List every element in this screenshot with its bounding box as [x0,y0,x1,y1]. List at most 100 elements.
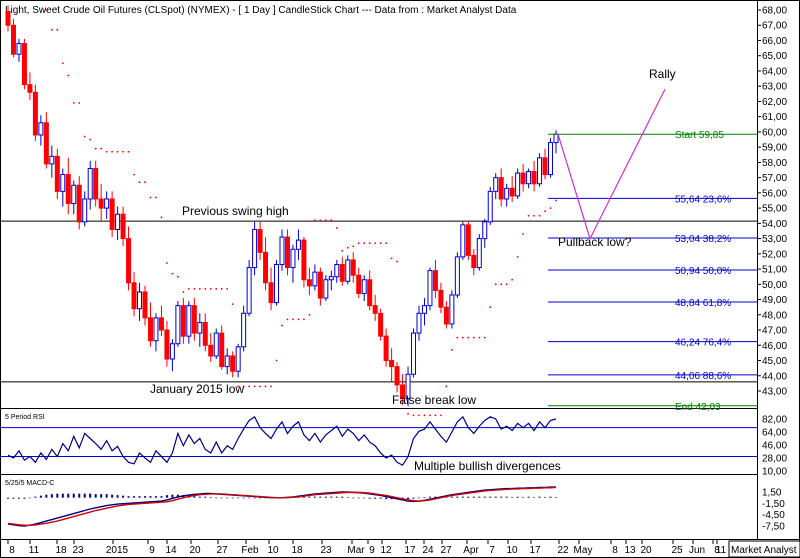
macd-hist-bar [83,493,86,498]
candle-body [449,294,455,325]
macd-hist-bar [472,496,475,498]
sar-dot [204,287,207,290]
x-tick-label: 7 [489,545,495,556]
x-tick-label: 17 [529,545,541,556]
candle-body [82,198,88,223]
sar-dot [324,219,327,222]
sar-dot [330,219,333,222]
candle-body [361,279,367,294]
macd-hist-bar [368,497,371,499]
candle-body [142,291,148,319]
macd-hist-bar [116,495,119,498]
sar-dot [478,336,481,339]
macd-hist-bar [500,496,503,498]
macd-hist-bar [215,497,218,499]
sar-dot [341,249,344,252]
sar-dot [209,287,212,290]
macd-hist-bar [461,496,464,498]
candle-body [235,346,241,372]
sar-dot [385,242,388,245]
price-tick-label: 66,00 [762,36,787,47]
price-tick-label: 61,00 [762,112,787,123]
macd-panel-title: 5/25/5 MACD-C [5,480,54,487]
annotation-false-break-low: False break low [392,393,476,407]
sar-dot [286,318,289,321]
macd-hist-bar [149,496,152,498]
candle-body [202,321,208,346]
candle-body [416,312,422,334]
price-tick-label: 54,00 [762,219,787,230]
sar-dot [390,257,393,260]
sar-dot [226,287,229,290]
candle-body [263,251,269,284]
x-tick-label: 10 [506,545,518,556]
sar-dot [111,150,114,153]
x-tick-label: 14 [165,545,177,556]
macd-hist-bar [478,496,481,498]
macd-hist-bar [313,496,316,498]
candle-body [548,142,554,176]
rsi-tick-label: 46,00 [762,441,787,452]
fib-level-label: 50,94 50,0% [675,266,731,277]
sar-dot [357,242,360,245]
sar-dot [215,287,218,290]
candle-body [537,157,543,185]
sar-dot [176,275,179,278]
macd-tick-label: -1,50 [762,499,785,510]
candle-body [454,256,460,296]
sar-dot [363,242,366,245]
price-tick-label: 47,00 [762,326,787,337]
x-tick-label: Apr [463,545,479,556]
sar-dot [303,318,305,321]
sar-dot [511,278,514,281]
price-tick-label: 59,00 [762,143,787,154]
x-tick-label: 23 [320,545,332,556]
sar-dot [335,227,338,229]
candle-body [147,317,153,342]
macd-hist-bar [89,493,92,498]
candle-body [104,198,110,209]
fib-level-label: 48,84 61,8% [675,298,731,309]
candle-body [230,355,236,372]
x-tick-label: 24 [422,545,434,556]
x-tick-label: 17 [404,545,416,556]
candle-body [553,133,559,144]
macd-hist-bar [374,497,377,499]
price-tick-label: 67,00 [762,21,787,32]
sar-dot [67,74,70,77]
rsi-axis: 82,00 64,00 46,00 28,00 10,00 [762,415,787,478]
macd-signal-line [7,486,557,526]
x-tick-label: 8 [714,545,720,556]
candle-body [460,224,466,258]
sar-dot [78,102,81,104]
candle-body [509,187,515,197]
x-tick-label: 11 [716,545,727,556]
macd-hist-bar [28,497,31,499]
candle-body [526,171,532,185]
macd-hist-bar [511,497,514,498]
candle-body [27,84,33,93]
projection-path [557,88,666,241]
sar-dot [500,283,503,286]
sar-dot [450,348,453,351]
macd-hist-bar [489,496,492,498]
macd-hist-bar [34,496,37,498]
macd-hist-bar [324,496,327,498]
macd-hist-bar [527,496,530,498]
candle-body [164,329,170,360]
price-tick-label: 53,00 [762,234,787,245]
macd-tick-label: 1,50 [762,488,782,499]
x-tick-label: 18 [55,545,67,556]
macd-hist-bar [522,497,525,498]
macd-hist-bar [352,497,355,499]
sar-dot [83,135,86,138]
macd-hist-bar [549,496,552,498]
macd-hist-bar [17,497,20,499]
macd-hist-bar [335,496,338,498]
macd-hist-bar [50,494,53,498]
candle-body [498,177,504,200]
candle-body [317,271,323,299]
sar-dot [505,283,508,286]
candle-body [126,238,132,284]
